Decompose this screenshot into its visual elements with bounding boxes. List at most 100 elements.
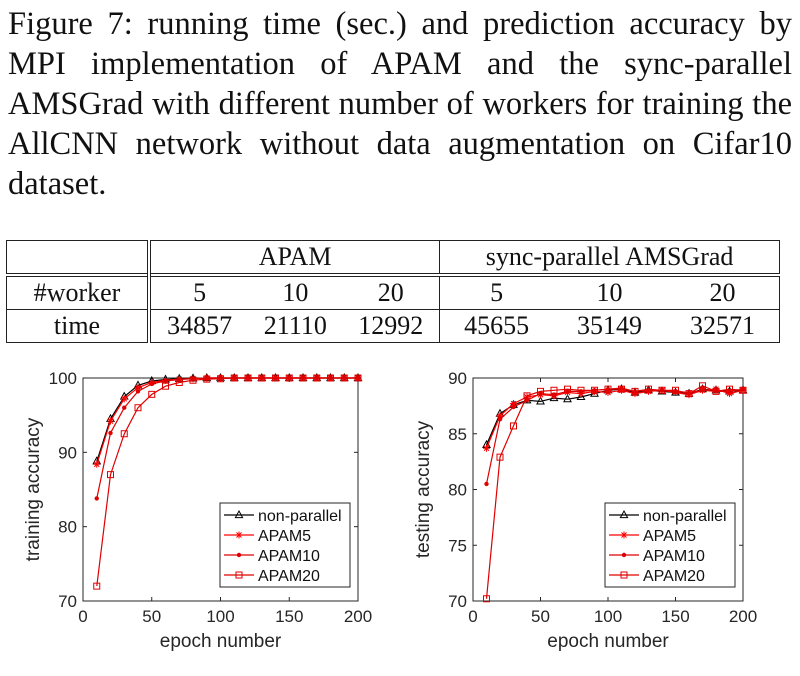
data-point [340, 374, 348, 382]
worker-cell: 5 [149, 273, 249, 310]
x-tick-label: 200 [729, 607, 757, 626]
data-point [483, 595, 490, 603]
x-tick-label: 50 [531, 607, 550, 626]
data-point [577, 386, 585, 394]
data-point [576, 391, 586, 401]
legend-label: APAM5 [258, 528, 311, 545]
legend-label: APAM10 [643, 548, 705, 565]
data-point [604, 385, 612, 393]
data-point [618, 386, 625, 394]
row-label-worker: #worker [6, 273, 151, 310]
time-cell: 45655 [439, 309, 554, 343]
table-row: time 34857 21110 12992 45655 35149 32571 [6, 309, 780, 343]
y-tick-label: 100 [49, 369, 77, 388]
series-line [96, 377, 358, 587]
data-point [631, 387, 639, 395]
data-point [93, 460, 101, 468]
worker-cell: 5 [439, 273, 554, 310]
data-point [536, 396, 545, 405]
testing-accuracy-chart: 0 50 100 150 200 70 75 80 85 90 epoch number testin… [413, 369, 757, 652]
legend-label: APAM20 [258, 568, 320, 585]
time-cell: 35149 [553, 309, 666, 343]
data-point [203, 375, 211, 383]
data-point [631, 390, 639, 398]
legend: non-parallel APAM5 APAM10 APAM20 [604, 502, 736, 588]
data-point [217, 375, 224, 383]
legend-label: non-parallel [643, 508, 727, 525]
series-apam20 [93, 374, 362, 590]
data-point [563, 394, 572, 403]
data-point [230, 374, 238, 382]
worker-cell: 20 [342, 273, 441, 310]
data-point [285, 374, 293, 382]
data-point [163, 378, 168, 384]
y-axis-label: training accuracy [23, 417, 44, 561]
y-tick-label: 90 [58, 443, 77, 462]
data-point [234, 509, 244, 519]
data-point [272, 374, 279, 382]
data-point [354, 374, 362, 382]
data-point [483, 444, 490, 452]
data-point [135, 389, 141, 394]
data-point [497, 417, 503, 422]
data-point [550, 386, 558, 394]
series-apam20 [483, 382, 747, 603]
worker-cell: 20 [665, 273, 780, 310]
data-point [658, 386, 666, 394]
data-point [619, 509, 629, 519]
data-point [523, 392, 531, 400]
data-point [235, 531, 243, 539]
x-tick-label: 100 [594, 607, 622, 626]
x-tick-label: 0 [78, 607, 87, 626]
time-cell: 12992 [342, 309, 441, 343]
data-point [496, 453, 504, 461]
legend-label: APAM10 [258, 548, 320, 565]
group-header-apam: APAM [148, 240, 441, 276]
data-point [107, 471, 114, 479]
x-tick-label: 100 [206, 607, 234, 626]
data-point [244, 374, 252, 382]
y-tick-label: 85 [448, 425, 467, 444]
data-point [258, 374, 266, 382]
data-point [685, 390, 693, 398]
x-axis-label: epoch number [160, 631, 282, 652]
data-point [162, 382, 169, 390]
data-point [620, 571, 628, 579]
data-point [218, 375, 223, 381]
data-point [107, 417, 114, 425]
y-tick-label: 75 [448, 536, 467, 555]
x-tick-label: 150 [661, 607, 689, 626]
data-point [93, 582, 101, 590]
data-point [175, 378, 183, 386]
data-point [685, 391, 693, 399]
legend-label: APAM20 [643, 568, 705, 585]
row-label-time: time [6, 309, 151, 343]
legend-label: APAM5 [643, 528, 696, 545]
data-point [511, 404, 516, 410]
x-axis-label: epoch number [547, 631, 669, 652]
data-point [496, 412, 504, 420]
results-table: APAM sync-parallel AMSGrad #worker 5 10 … [6, 240, 780, 343]
data-point [618, 385, 625, 393]
x-tick-label: 150 [275, 607, 303, 626]
data-point [537, 387, 544, 395]
y-tick-label: 70 [58, 592, 77, 611]
group-header-amsgrad: sync-parallel AMSGrad [439, 240, 780, 276]
data-point [108, 430, 113, 436]
y-tick-label: 70 [448, 592, 467, 611]
training-accuracy-chart: 0 50 100 150 200 70 80 90 100 epoch number trainin… [23, 369, 372, 652]
data-point [591, 386, 598, 394]
data-point [672, 386, 679, 394]
data-point [699, 382, 706, 390]
x-tick-label: 0 [468, 607, 477, 626]
worker-cell: 10 [248, 273, 343, 310]
data-point [712, 387, 720, 395]
legend: non-parallel APAM5 APAM10 APAM20 [219, 502, 351, 588]
data-point [189, 376, 197, 384]
data-point [484, 481, 489, 487]
data-point [510, 400, 517, 408]
y-tick-label: 80 [58, 518, 77, 537]
series-line [485, 385, 744, 599]
figure-caption: Figure 7: running time (sec.) and predic… [8, 6, 792, 202]
data-point [299, 374, 307, 382]
